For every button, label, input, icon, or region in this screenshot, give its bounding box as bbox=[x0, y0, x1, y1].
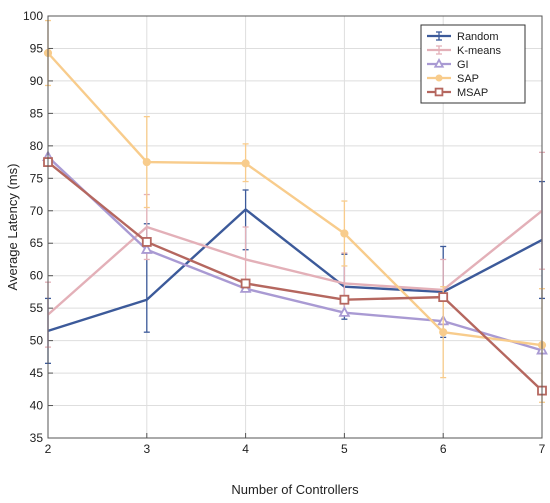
series-line bbox=[47, 208, 543, 333]
y-tick-label: 70 bbox=[30, 204, 44, 218]
legend: Random K-means GI SAP MSAP bbox=[420, 24, 526, 104]
data-point bbox=[338, 306, 351, 317]
data-point bbox=[439, 328, 448, 337]
legend-label: Random bbox=[457, 31, 499, 43]
series-line bbox=[47, 161, 543, 392]
data-point bbox=[339, 294, 350, 305]
legend-item: K-means bbox=[427, 45, 502, 57]
data-point bbox=[435, 74, 443, 82]
data-point bbox=[240, 278, 251, 289]
series-k-means bbox=[45, 151, 545, 348]
legend-label: GI bbox=[457, 59, 469, 71]
data-point bbox=[433, 58, 445, 68]
data-point bbox=[241, 159, 250, 168]
y-tick-label: 60 bbox=[30, 269, 44, 283]
x-tick-label: 5 bbox=[341, 442, 348, 456]
legend-label: SAP bbox=[457, 73, 479, 85]
y-tick-label: 45 bbox=[30, 366, 44, 380]
legend-item: MSAP bbox=[427, 87, 488, 99]
legend-item: GI bbox=[427, 58, 469, 71]
legend-item: SAP bbox=[427, 73, 479, 85]
x-tick-label: 2 bbox=[45, 442, 52, 456]
data-point bbox=[142, 157, 151, 167]
y-tick-labels: 35 40 45 50 55 60 65 70 75 80 85 90 95 100 bbox=[23, 9, 43, 445]
x-tick-label: 6 bbox=[440, 442, 447, 456]
series-line bbox=[47, 156, 543, 352]
y-tick-label: 50 bbox=[30, 334, 44, 348]
y-tick-label: 55 bbox=[30, 301, 44, 315]
x-tick-label: 7 bbox=[539, 442, 546, 456]
y-tick-label: 35 bbox=[30, 431, 44, 445]
data-point bbox=[438, 292, 449, 303]
data-point bbox=[434, 87, 444, 97]
y-tick-label: 75 bbox=[30, 171, 44, 185]
y-tick-label: 85 bbox=[30, 106, 44, 120]
x-tick-labels: 2 3 4 5 6 7 bbox=[45, 442, 546, 456]
x-tick-label: 4 bbox=[242, 442, 249, 456]
legend-item: Random bbox=[427, 31, 499, 43]
data-point bbox=[141, 237, 152, 247]
plot-frame bbox=[47, 15, 543, 439]
y-axis-title: Average Latency (ms) bbox=[5, 164, 20, 291]
y-tick-label: 95 bbox=[30, 41, 44, 55]
data-point bbox=[340, 229, 349, 238]
y-tick-label: 40 bbox=[30, 399, 44, 413]
x-tick-label: 3 bbox=[143, 442, 150, 456]
series-line bbox=[47, 209, 543, 316]
legend-label: MSAP bbox=[457, 87, 488, 99]
series-line bbox=[47, 52, 543, 347]
y-tick-label: 80 bbox=[30, 139, 44, 153]
y-tick-label: 90 bbox=[30, 74, 44, 88]
x-axis-title: Number of Controllers bbox=[231, 482, 359, 497]
data-point bbox=[140, 243, 153, 254]
y-tick-label: 65 bbox=[30, 236, 44, 250]
y-tick-label: 100 bbox=[23, 9, 43, 23]
legend-label: K-means bbox=[457, 45, 502, 57]
